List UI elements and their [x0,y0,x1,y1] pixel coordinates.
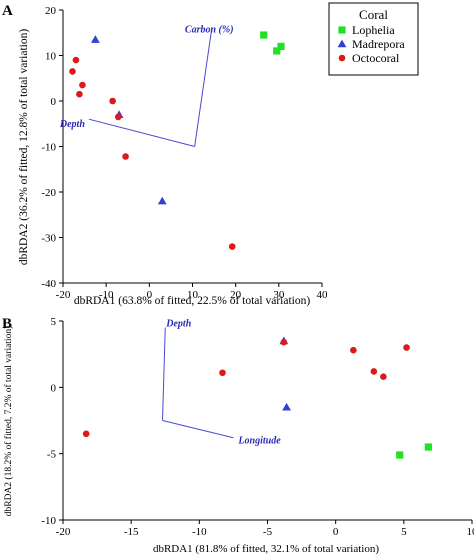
panel-letter: A [2,3,13,19]
y-tick-label: -40 [41,278,56,290]
point-octocoral [350,346,357,354]
y-tick-label: 5 [51,316,57,328]
point-octocoral [79,81,86,89]
x-tick-label: -10 [192,526,207,538]
x-tick-label: -20 [56,526,71,538]
legend-marker-lophelia [338,26,346,34]
y-tick-label: 10 [45,51,57,63]
x-tick-label: 10 [187,289,199,301]
y-tick-label: -20 [41,187,56,199]
point-octocoral [228,243,236,250]
vector-line [162,327,166,421]
y-tick-label: 0 [51,96,57,108]
x-tick-label: 40 [317,289,329,301]
x-tick-label: -5 [263,526,273,538]
legend-marker-octocoral [338,54,346,62]
point-octocoral [280,338,288,346]
point-octocoral [122,153,129,160]
vector-label: Depth [165,319,191,330]
vector-label: Longitude [237,436,281,447]
point-octocoral [114,113,122,121]
point-octocoral [380,373,387,381]
point-octocoral [219,369,226,377]
panel-letter: B [2,316,12,332]
x-tick-label: 0 [333,526,339,538]
legend-entry-madrepora: Madrepora [352,37,405,51]
vector-line [88,118,195,147]
x-tick-label: -15 [124,526,139,538]
panel-a: A -20 -10 0 10 20 30 40 20 10 0 -10 -20 -30 -40 dbRDA1 … [2,2,419,307]
point-lophelia [396,451,404,459]
point-lophelia [260,31,268,39]
x-tick-label: -20 [56,289,71,301]
point-octocoral [109,97,116,105]
x-tick-label: 5 [401,526,407,538]
point-octocoral [69,68,76,75]
point-lophelia [277,42,285,50]
vector-line [162,420,234,439]
point-octocoral [76,90,83,98]
y-tick-label: 20 [45,5,57,17]
legend-title: Coral [359,7,388,22]
point-madrepora [282,402,291,411]
point-lophelia [424,443,432,451]
x-tick-label: -10 [99,289,114,301]
legend-entry-octocoral: Octocoral [352,51,400,65]
point-octocoral [403,344,410,351]
y-axis-label: dbRDA2 (18.2% of fitted, 7.2% of total v… [3,326,14,517]
y-tick-label: -5 [47,449,57,461]
legend-box [328,2,419,76]
point-octocoral [72,56,80,64]
legend-entry-lophelia: Lophelia [352,23,395,37]
x-tick-label: 0 [147,289,153,301]
point-lophelia [273,47,281,55]
y-tick-label: -10 [41,515,56,527]
point-madrepora [90,35,100,43]
vector-label: Depth [59,119,85,130]
x-axis-label: dbRDA1 (81.8% of fitted, 32.1% of total … [153,543,379,555]
point-madrepora [157,196,167,205]
y-tick-label: -10 [41,142,56,154]
legend-marker-madrepora [337,39,347,48]
x-axis-label: dbRDA1 (63.8% of fitted, 22.5% of total … [74,295,311,307]
vector-line [194,27,213,147]
point-octocoral [370,368,378,375]
x-tick-label: 20 [230,289,242,301]
vector-label: Carbon (%) [185,24,234,35]
x-tick-label: 10 [467,526,474,538]
y-axis-label: dbRDA2 (36.2% of fitted, 12.8% of total … [18,29,30,266]
point-octocoral [82,430,90,438]
panel-b: B -20 -15 -10 -5 0 5 10 5 0 -5 -10 dbRDA1 (81.8% of … [2,316,474,555]
x-tick-label: 30 [273,289,285,301]
y-tick-label: -30 [41,233,56,245]
y-tick-label: 0 [51,382,57,394]
